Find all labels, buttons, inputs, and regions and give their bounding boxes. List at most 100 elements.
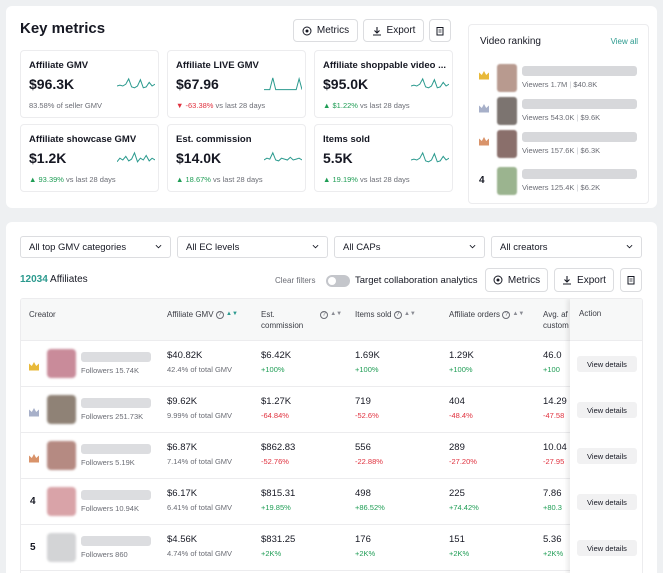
- view-details-button[interactable]: View details: [577, 540, 637, 556]
- cell-orders: 404: [449, 396, 465, 407]
- video-stats: Viewers 1.7M | $40.8K: [522, 80, 598, 89]
- header-affiliate-gmv-label: Affiliate GMV: [167, 310, 214, 319]
- avatar: [47, 533, 76, 562]
- ec-level-dropdown[interactable]: All EC levels: [177, 236, 328, 258]
- sort-icon: ▲▼: [226, 311, 238, 318]
- view-details-button[interactable]: View details: [577, 356, 637, 372]
- report-button[interactable]: [429, 19, 451, 42]
- creators-dropdown[interactable]: All creators: [491, 236, 642, 258]
- video-gmv: $6.3K: [580, 146, 601, 155]
- video-ranking-panel: Video ranking View all Viewers 1.7M | $4…: [468, 24, 649, 204]
- table-row: 4 Followers 10.94K $6.17K 6.41% of total GM…: [21, 479, 642, 525]
- header-affiliate-gmv[interactable]: Affiliate GMV ? ▲▼: [167, 309, 238, 351]
- view-details-button[interactable]: View details: [577, 448, 637, 464]
- cell-items_chg: +86.52%: [355, 503, 385, 512]
- metric-card[interactable]: Est. commission $14.0K ▲ 18.67% vs last 28…: [167, 124, 306, 192]
- header-avg-label-1: Avg. af: [543, 310, 568, 319]
- video-ranking-row[interactable]: Viewers 1.7M | $40.8K: [469, 64, 650, 94]
- cell-orders_chg: +2K%: [449, 549, 470, 558]
- metric-card[interactable]: Affiliate shoppable video ... $95.0K ▲ $1.…: [314, 50, 453, 118]
- clear-filters-link[interactable]: Clear filters: [275, 276, 316, 285]
- creator-name-blurred[interactable]: [81, 490, 151, 500]
- cell-items: 719: [355, 396, 371, 407]
- cell-orders: 289: [449, 442, 465, 453]
- table-export-label: Export: [577, 274, 606, 286]
- crown-icon: [478, 103, 490, 113]
- table-metrics-button[interactable]: Metrics: [485, 268, 548, 292]
- affiliate-count: 12034 Affiliates: [20, 274, 88, 285]
- cell-commission_chg: +2K%: [261, 549, 282, 558]
- creator-name-blurred[interactable]: [81, 536, 151, 546]
- video-ranking-row[interactable]: 4 Viewers 125.4K | $6.2K: [469, 167, 650, 197]
- creator-followers: Followers 251.73K: [81, 412, 144, 421]
- cell-gmv: $40.82K: [167, 350, 203, 361]
- help-icon: ?: [215, 310, 224, 319]
- target-collaboration-toggle[interactable]: [326, 275, 350, 287]
- cell-orders_chg: +100%: [449, 365, 473, 374]
- metric-change-value: -63.38%: [185, 101, 214, 110]
- metric-change-suffix: vs last 28 days: [213, 175, 263, 184]
- sparkline-chart: [117, 151, 155, 163]
- cell-orders_chg: -27.20%: [449, 457, 477, 466]
- cell-avg: 10.04: [543, 442, 567, 453]
- metric-card-change: ▲ $1.22% vs last 28 days: [323, 101, 410, 110]
- table-row: Followers 15.74K $40.82K 42.4% of total GM…: [21, 341, 642, 387]
- crown-icon: [478, 70, 490, 80]
- affiliate-count-number: 12034: [20, 274, 48, 285]
- creators-dropdown-value: All creators: [500, 241, 548, 253]
- table-header: [21, 299, 642, 341]
- cell-commission: $862.83: [261, 442, 296, 453]
- export-button[interactable]: Export: [363, 19, 424, 42]
- creator-name-blurred[interactable]: [81, 352, 151, 362]
- cell-gmv_sub: 4.74% of total GMV: [167, 549, 233, 558]
- metric-change-value: 93.39%: [38, 175, 64, 184]
- video-gmv: $9.6K: [580, 113, 601, 122]
- table-report-button[interactable]: [620, 268, 642, 292]
- cell-gmv_sub: 42.4% of total GMV: [167, 365, 233, 374]
- view-details-button[interactable]: View details: [577, 402, 637, 418]
- metric-card-value: $1.2K: [29, 150, 67, 166]
- header-affiliate-orders[interactable]: Affiliate orders ? ▲▼: [449, 309, 524, 351]
- creator-name-blurred[interactable]: [81, 444, 151, 454]
- table-row: Followers 251.73K $9.62K 9.99% of total GM…: [21, 387, 642, 433]
- creator-name-blurred[interactable]: [81, 398, 151, 408]
- cell-avg_chg: -27.95: [543, 457, 565, 466]
- caps-dropdown[interactable]: All CAPs: [334, 236, 485, 258]
- video-viewers: Viewers 1.7M: [522, 80, 568, 89]
- metric-card[interactable]: Affiliate showcase GMV $1.2K ▲ 93.39% vs l…: [20, 124, 159, 192]
- metric-card-label: Affiliate LIVE GMV: [176, 60, 259, 71]
- rank-number: 4: [30, 496, 36, 507]
- metrics-button-label: Metrics: [316, 25, 350, 36]
- avatar: [47, 395, 76, 424]
- view-all-link[interactable]: View all: [610, 37, 638, 46]
- metric-card-change: ▲ 19.19% vs last 28 days: [323, 175, 410, 184]
- video-ranking-row[interactable]: Viewers 157.6K | $6.3K: [469, 130, 650, 160]
- category-dropdown[interactable]: All top GMV categories: [20, 236, 171, 258]
- cell-avg: 5.36: [543, 534, 562, 545]
- cell-avg: 46.0: [543, 350, 562, 361]
- cell-gmv_sub: 9.99% of total GMV: [167, 411, 233, 420]
- metric-card[interactable]: Affiliate GMV $96.3K 83.58% of seller GMV: [20, 50, 159, 118]
- metrics-button[interactable]: Metrics: [293, 19, 358, 42]
- sparkline-chart: [264, 151, 302, 162]
- header-avg-customer[interactable]: Avg. af custom: [543, 309, 569, 351]
- cell-items: 556: [355, 442, 371, 453]
- video-title-blurred: [522, 169, 637, 179]
- video-ranking-row[interactable]: Viewers 543.0K | $9.6K: [469, 97, 650, 127]
- metric-card[interactable]: Items sold 5.5K ▲ 19.19% vs last 28 days: [314, 124, 453, 192]
- table-export-button[interactable]: Export: [554, 268, 614, 292]
- cell-gmv: $9.62K: [167, 396, 198, 407]
- header-items-sold[interactable]: Items sold ? ▲▼: [355, 309, 416, 351]
- sort-icon[interactable]: ▲▼: [330, 311, 343, 318]
- metric-card[interactable]: Affiliate LIVE GMV $67.96 ▼ -63.38% vs las…: [167, 50, 306, 118]
- affiliates-panel: All top GMV categories All EC levels All…: [6, 222, 657, 573]
- video-stats: Viewers 157.6K | $6.3K: [522, 146, 601, 155]
- export-button-label: Export: [386, 25, 416, 36]
- video-gmv: $6.2K: [580, 183, 601, 192]
- header-items-sold-label: Items sold: [355, 310, 392, 319]
- header-est-commission[interactable]: Est. commission: [261, 309, 303, 351]
- metric-change-suffix: of seller GMV: [56, 101, 102, 110]
- cell-items: 176: [355, 534, 371, 545]
- metric-change-suffix: vs last 28 days: [360, 175, 410, 184]
- view-details-button[interactable]: View details: [577, 494, 637, 510]
